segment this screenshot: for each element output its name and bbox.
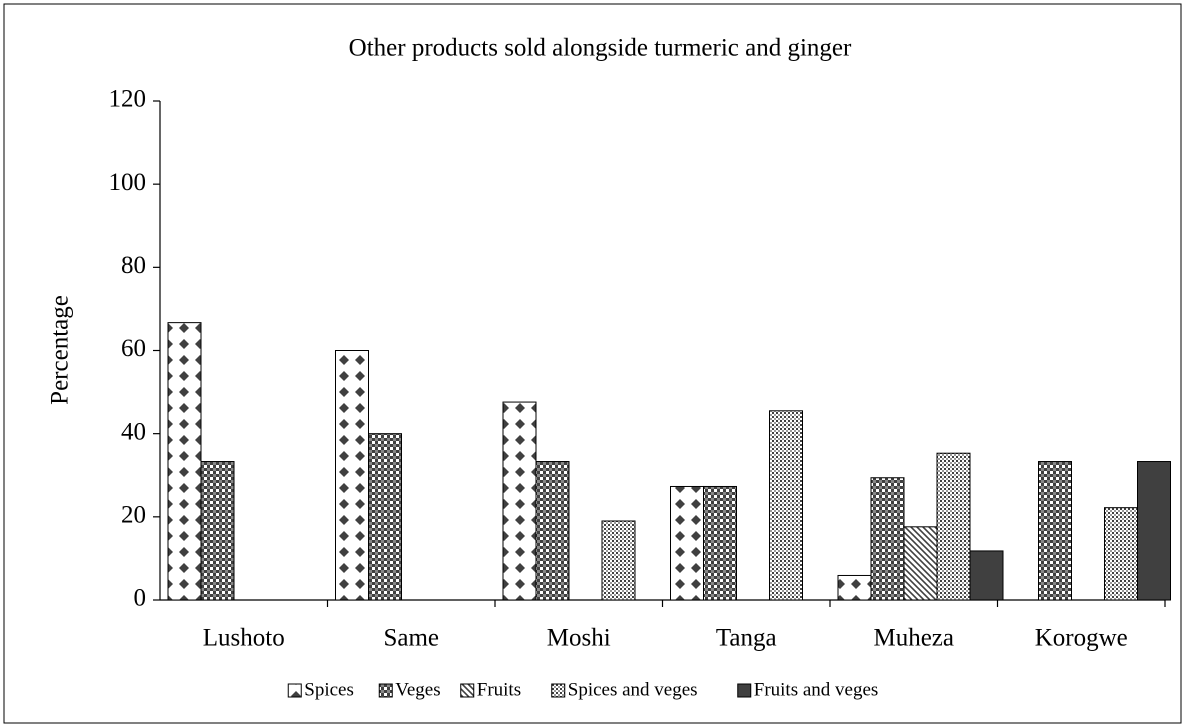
bar [502, 401, 537, 601]
bar [167, 322, 202, 601]
bar [936, 452, 971, 601]
bar [969, 550, 1004, 601]
y-tick-label: 0 [134, 585, 147, 612]
y-tick-label: 100 [109, 169, 147, 196]
bar [837, 574, 872, 601]
bar [335, 350, 369, 601]
legend-label: Spices and veges [568, 679, 698, 700]
y-tick-label: 80 [121, 252, 146, 279]
legend-label: Veges [395, 679, 440, 700]
y-tick-label: 120 [109, 86, 147, 113]
bar [670, 485, 704, 601]
frame [3, 3, 1182, 724]
legend-swatch [378, 683, 393, 698]
legend-label: Fruits and veges [754, 679, 879, 700]
bar [368, 433, 402, 601]
legend-swatch [551, 683, 566, 698]
bar [903, 526, 938, 601]
bar [601, 520, 636, 601]
legend-label: Fruits [477, 679, 521, 700]
bar [870, 477, 905, 601]
bar [1104, 507, 1138, 601]
bar [1038, 461, 1072, 601]
y-tick-label: 20 [121, 502, 146, 529]
x-tick-label: Moshi [547, 625, 611, 652]
x-tick-label: Muheza [873, 625, 954, 652]
legend-swatch [737, 683, 752, 698]
legend-swatch [287, 683, 302, 698]
x-tick-label: Korogwe [1035, 625, 1128, 652]
x-tick-label: Tanga [716, 625, 777, 652]
y-tick-label: 60 [121, 335, 146, 362]
y-axis-label: Percentage [47, 295, 74, 405]
legend-swatch [460, 683, 475, 698]
chart-title: Other products sold alongside turmeric a… [349, 35, 852, 62]
y-tick-label: 40 [121, 418, 146, 445]
x-tick-label: Same [383, 625, 439, 652]
bar [200, 461, 235, 601]
bar [769, 410, 803, 601]
bar [1137, 461, 1171, 601]
legend-label: Spices [304, 679, 354, 700]
bar [535, 461, 570, 601]
x-tick-label: Lushoto [203, 625, 285, 652]
bar [703, 485, 737, 601]
